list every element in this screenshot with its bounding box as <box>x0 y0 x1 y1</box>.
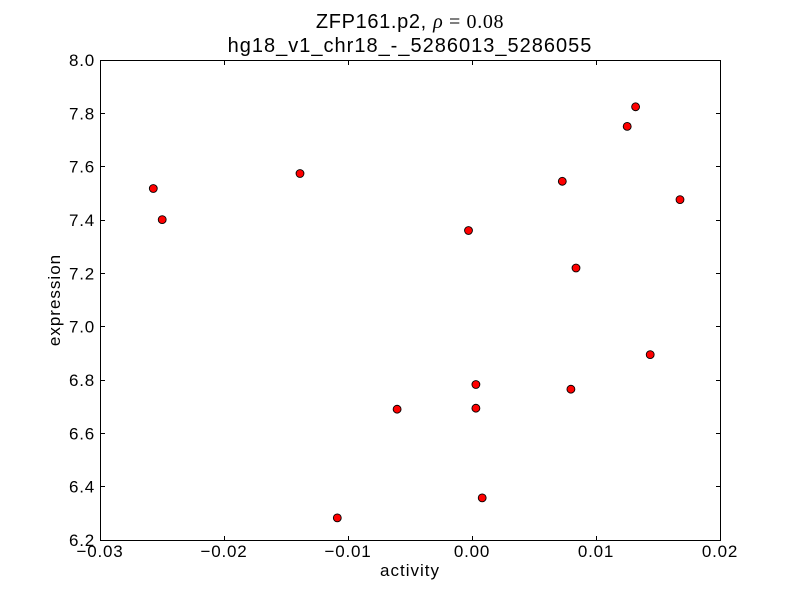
svg-text:hg18_v1_chr18_-_5286013_528605: hg18_v1_chr18_-_5286013_5286055 <box>228 35 593 57</box>
svg-text:6.4: 6.4 <box>69 478 95 497</box>
svg-text:7.6: 7.6 <box>69 158 95 177</box>
svg-text:0.02: 0.02 <box>702 542 738 561</box>
svg-text:8.0: 8.0 <box>69 51 95 70</box>
svg-text:−0.03: −0.03 <box>76 542 123 561</box>
svg-text:7.8: 7.8 <box>69 104 95 123</box>
svg-text:ZFP161.p2, ρ = 0.08: ZFP161.p2, ρ = 0.08 <box>316 11 504 33</box>
svg-text:0.00: 0.00 <box>454 542 490 561</box>
svg-text:6.6: 6.6 <box>69 424 95 443</box>
svg-text:7.4: 7.4 <box>69 211 95 230</box>
svg-text:0.01: 0.01 <box>578 542 614 561</box>
svg-text:activity: activity <box>380 561 440 580</box>
svg-text:expression: expression <box>45 254 64 346</box>
svg-text:−0.02: −0.02 <box>200 542 247 561</box>
svg-text:6.8: 6.8 <box>69 371 95 390</box>
svg-text:7.2: 7.2 <box>69 264 95 283</box>
svg-text:7.0: 7.0 <box>69 318 95 337</box>
svg-text:6.2: 6.2 <box>69 531 95 550</box>
svg-text:−0.01: −0.01 <box>324 542 371 561</box>
